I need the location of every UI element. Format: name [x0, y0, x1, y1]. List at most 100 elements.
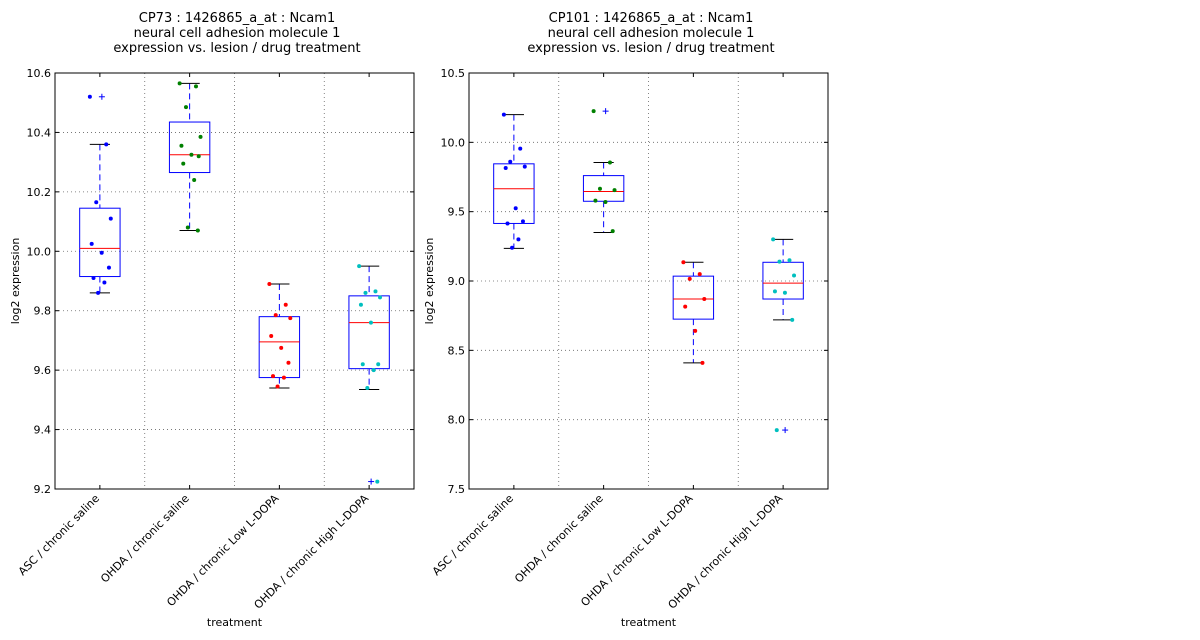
y-tick-label: 7.5: [448, 483, 466, 496]
y-tick-label: 10.0: [27, 245, 52, 258]
box-body: [348, 295, 390, 370]
y-tick-label: 10.5: [441, 67, 466, 80]
data-point: [610, 229, 615, 234]
box-1: [493, 112, 535, 250]
y-tick-label: 9.2: [34, 483, 52, 496]
data-point: [189, 152, 194, 157]
data-point: [271, 374, 276, 379]
chart-title-line: CP73 : 1426865_a_at : Ncam1: [139, 11, 335, 26]
data-point: [196, 154, 201, 159]
chart-title-line: neural cell adhesion molecule 1: [134, 26, 341, 41]
data-point: [772, 289, 777, 294]
y-tick-label: 9.5: [448, 206, 466, 219]
data-point: [790, 317, 795, 322]
data-point: [183, 105, 188, 110]
chart-title-line: neural cell adhesion molecule 1: [548, 26, 755, 41]
data-point: [518, 146, 523, 151]
box-4: [348, 264, 390, 485]
data-point: [522, 164, 527, 169]
data-point: [195, 228, 200, 233]
box-3: [672, 260, 715, 365]
data-point: [516, 237, 521, 242]
chart-title-line: expression vs. lesion / drug treatment: [527, 41, 774, 56]
data-point: [510, 245, 515, 250]
data-point: [181, 161, 186, 166]
data-point: [702, 297, 707, 302]
data-point: [777, 259, 782, 264]
data-point: [91, 276, 96, 281]
data-point: [192, 177, 197, 182]
data-point: [593, 198, 598, 203]
data-point: [267, 281, 272, 286]
data-point: [612, 188, 617, 193]
data-point: [687, 276, 692, 281]
y-tick-label: 10.2: [27, 186, 52, 199]
chart-title-line: CP101 : 1426865_a_at : Ncam1: [549, 11, 754, 26]
data-point: [177, 81, 182, 86]
data-point: [357, 264, 362, 269]
data-point: [185, 225, 190, 230]
data-point: [288, 316, 293, 321]
box-body: [493, 163, 535, 224]
data-point: [683, 304, 688, 309]
data-point: [198, 134, 203, 139]
chart-title-line: expression vs. lesion / drug treatment: [113, 41, 360, 56]
data-point: [279, 345, 284, 350]
data-point: [700, 360, 705, 365]
box-body: [79, 207, 121, 278]
data-point: [365, 385, 370, 390]
data-point: [360, 362, 365, 367]
data-point: [782, 290, 787, 295]
data-point: [693, 328, 698, 333]
data-point: [363, 290, 368, 295]
data-point: [505, 221, 510, 226]
y-tick-label: 9.6: [34, 364, 52, 377]
y-tick-label: 8.5: [448, 344, 466, 357]
box-body: [168, 121, 211, 174]
data-point: [102, 280, 107, 285]
y-tick-label: 9.4: [34, 424, 52, 437]
data-point: [787, 258, 792, 263]
x-tick-label: ASC / chronic saline: [16, 492, 102, 578]
data-point: [503, 165, 508, 170]
y-axis-label: log2 expression: [423, 238, 436, 325]
box-3: [258, 281, 301, 389]
box-body: [762, 261, 804, 300]
data-point: [501, 112, 506, 117]
data-point: [774, 428, 779, 433]
data-point: [378, 295, 383, 300]
box-2: [582, 108, 625, 234]
y-tick-label: 8.0: [448, 414, 466, 427]
box-body: [672, 275, 715, 320]
x-axis-label: treatment: [621, 616, 677, 629]
y-tick-label: 9.8: [34, 305, 52, 318]
data-point: [286, 360, 291, 365]
data-point: [106, 265, 111, 270]
data-point: [87, 94, 92, 99]
data-point: [520, 219, 525, 224]
box-1: [79, 93, 121, 295]
plot-frame: [54, 72, 415, 490]
box-2: [168, 81, 211, 233]
x-axis-label: treatment: [207, 616, 263, 629]
x-tick-label: OHDA / chronic saline: [512, 492, 606, 586]
data-point: [283, 302, 288, 307]
y-tick-label: 10.6: [27, 67, 52, 80]
data-point: [179, 143, 184, 148]
y-tick-label: 10.4: [27, 126, 52, 139]
y-axis-label: log2 expression: [9, 238, 22, 325]
data-point: [591, 109, 596, 114]
data-point: [607, 160, 612, 165]
data-point: [94, 200, 99, 205]
box-body: [582, 175, 625, 202]
data-point: [681, 260, 686, 265]
plot-frame: [468, 72, 829, 490]
data-point: [108, 216, 113, 221]
x-tick-label: OHDA / chronic saline: [98, 492, 192, 586]
data-point: [193, 84, 198, 89]
data-point: [513, 206, 518, 211]
data-point: [771, 237, 776, 242]
